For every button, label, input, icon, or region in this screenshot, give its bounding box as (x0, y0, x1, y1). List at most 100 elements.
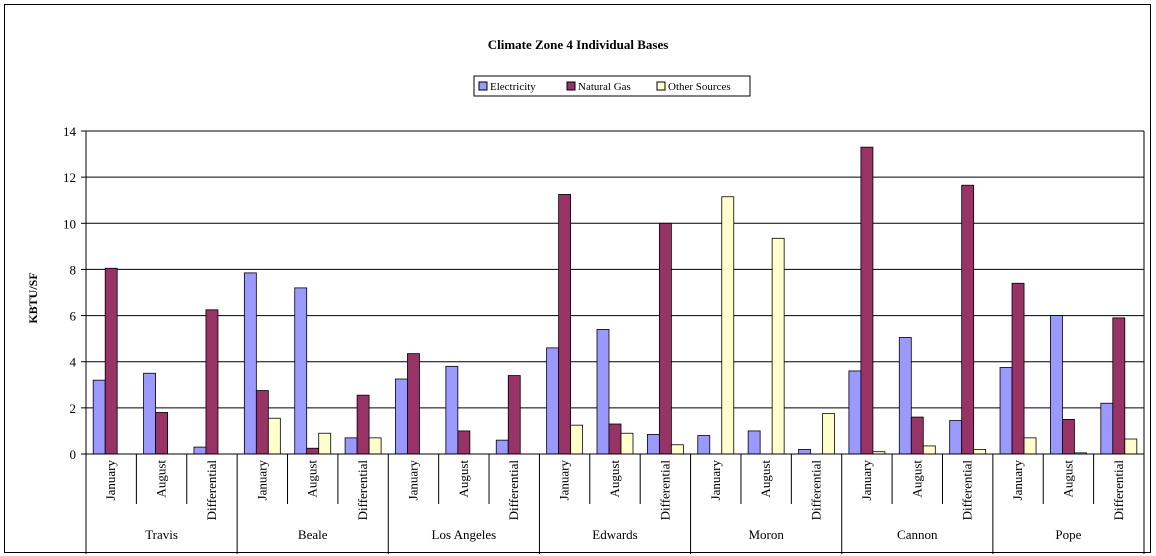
bars (92, 146, 1138, 455)
bar-electricity (546, 347, 560, 455)
x-tick-label: Differential (506, 460, 521, 521)
bar-electricity (596, 329, 610, 455)
bar-electricity (243, 272, 257, 455)
x-tick-label: January (405, 460, 420, 501)
y-tick-label: 2 (70, 401, 77, 416)
bar-electricity (646, 433, 660, 455)
legend-swatch-other-sources (656, 81, 666, 91)
bar-chart: Climate Zone 4 Individual Bases Electric… (26, 37, 1145, 554)
bar-electricity (143, 372, 156, 455)
y-tick-label: 10 (63, 216, 76, 231)
bar-natural-gas (255, 390, 269, 455)
bar-other-sources (721, 196, 735, 455)
gridlines (81, 130, 1144, 455)
bar-other-sources (570, 424, 584, 455)
bar-natural-gas (205, 309, 219, 455)
bar-electricity (898, 337, 912, 455)
group-label: Travis (145, 527, 178, 542)
x-tick-label: January (708, 460, 723, 501)
legend-label-other-sources: Other Sources (668, 81, 731, 93)
x-tick-label: Differential (809, 460, 824, 521)
bar-other-sources (922, 445, 936, 455)
bar-natural-gas (507, 375, 521, 455)
bar-natural-gas (658, 222, 672, 455)
bar-other-sources (267, 417, 281, 455)
x-tick-label: Differential (657, 460, 672, 521)
bar-electricity (999, 367, 1013, 455)
legend: Electricity Natural Gas Other Sources (473, 75, 751, 97)
axes (85, 130, 1145, 554)
bar-electricity (1050, 315, 1063, 455)
bar-electricity (193, 446, 207, 455)
bar-other-sources (318, 432, 332, 455)
x-tick-label: August (909, 460, 924, 498)
bar-natural-gas (155, 412, 168, 455)
bar-electricity (697, 435, 711, 455)
group-label: Cannon (897, 527, 938, 542)
legend-label-natural-gas: Natural Gas (578, 81, 631, 93)
x-tick-label: August (154, 460, 169, 498)
group-labels: Travis Beale Los Angeles Edwards Moron Cannon… (145, 527, 1081, 542)
bar-natural-gas (104, 267, 118, 455)
bar-natural-gas (608, 423, 622, 455)
bar-natural-gas (407, 353, 420, 455)
chart-frame: Climate Zone 4 Individual Bases Electric… (4, 4, 1151, 554)
bar-electricity (294, 287, 308, 455)
bar-natural-gas (558, 194, 572, 455)
group-label: Beale (298, 527, 328, 542)
bar-natural-gas (1011, 282, 1025, 455)
bar-natural-gas (356, 394, 370, 455)
x-tick-label: January (1010, 460, 1025, 501)
x-tick-label: January (557, 460, 572, 501)
x-tick-label: August (1060, 460, 1075, 498)
bar-other-sources (670, 444, 684, 455)
x-tick-label: August (758, 460, 773, 498)
bar-natural-gas (306, 447, 320, 455)
bar-natural-gas (860, 146, 874, 455)
legend-swatch-electricity (478, 81, 488, 91)
bar-other-sources (822, 413, 835, 455)
x-tick-label: Differential (1111, 460, 1126, 521)
bar-other-sources (1023, 437, 1037, 455)
bar-electricity (395, 378, 408, 455)
x-tick-labels: January August Differential January August Di… (103, 460, 1126, 521)
bar-electricity (747, 430, 761, 455)
legend-box (473, 75, 751, 97)
bar-electricity (949, 420, 963, 455)
y-tick-label: 6 (70, 309, 77, 324)
bar-electricity (1100, 402, 1114, 455)
bar-other-sources (771, 237, 785, 455)
bar-electricity (344, 437, 358, 455)
y-tick-labels: 0 2 4 6 8 10 12 14 (63, 124, 77, 462)
bar-natural-gas (961, 184, 975, 455)
bar-natural-gas (1112, 317, 1126, 455)
bar-other-sources (368, 437, 382, 455)
x-tick-label: Differential (355, 460, 370, 521)
bar-electricity (848, 370, 862, 455)
legend-label-electricity: Electricity (490, 81, 536, 93)
legend-swatch-natural-gas (566, 81, 576, 91)
bar-natural-gas (457, 430, 471, 455)
bar-other-sources (620, 432, 634, 455)
x-tick-label: January (254, 460, 269, 501)
x-tick-label: Differential (960, 460, 975, 521)
bar-other-sources (1124, 438, 1138, 455)
x-tick-label: August (607, 460, 622, 498)
y-tick-label: 12 (63, 170, 76, 185)
y-tick-label: 4 (70, 355, 77, 370)
x-tick-label: January (859, 460, 874, 501)
bar-electricity (798, 448, 811, 455)
bar-natural-gas (1062, 418, 1075, 455)
x-tick-label: August (305, 460, 320, 498)
chart-title: Climate Zone 4 Individual Bases (488, 37, 669, 52)
bar-natural-gas (910, 416, 924, 455)
y-axis-label: KBTU/SF (26, 272, 40, 323)
bar-electricity (445, 365, 459, 455)
y-tick-label: 14 (63, 124, 77, 139)
x-tick-label: January (103, 460, 118, 501)
bar-other-sources (973, 448, 987, 455)
bar-electricity (495, 439, 509, 455)
group-label: Edwards (592, 527, 638, 542)
group-label: Los Angeles (432, 527, 497, 542)
x-tick-label: August (456, 460, 471, 498)
